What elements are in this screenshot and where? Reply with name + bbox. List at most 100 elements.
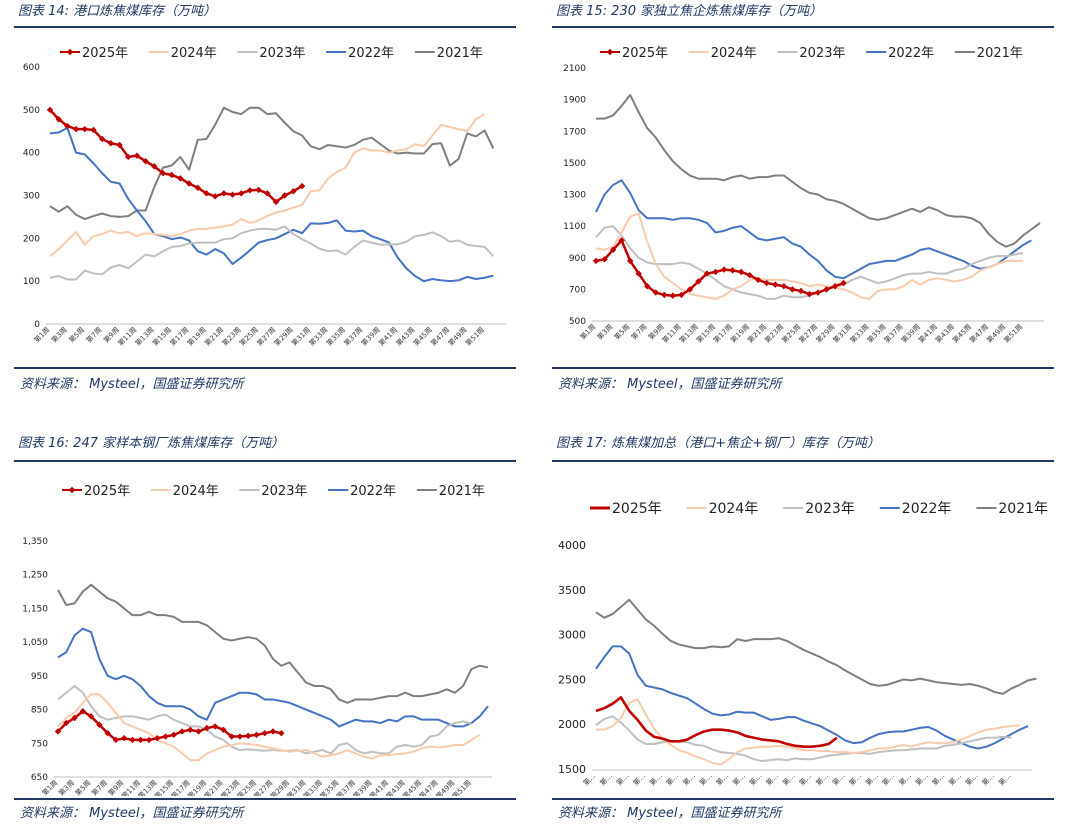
x-tick-label: 第7周 (629, 322, 648, 341)
series-line-2021 (595, 598, 1037, 695)
data-point-2025 (195, 728, 202, 735)
x-tick-label: 第5周 (612, 322, 631, 341)
data-point-2025 (831, 283, 839, 290)
y-tick-label: 3500 (558, 584, 586, 597)
data-point-2025 (840, 279, 847, 287)
data-point-2025 (712, 268, 719, 276)
legend-item-2021: 2021年 (414, 46, 483, 61)
data-point-2025 (281, 192, 288, 199)
data-point-2025 (261, 729, 268, 737)
data-point-2025 (272, 198, 280, 206)
y-tick-label: 4000 (558, 539, 586, 552)
data-point-2025 (81, 125, 88, 133)
legend-item-2022: 2022年 (866, 46, 934, 61)
x-tick-label: 第7周 (90, 778, 109, 796)
data-point-2025 (228, 733, 235, 740)
data-point-2025 (246, 187, 254, 194)
legend-item-2025: 2025年 (62, 484, 130, 499)
series-line-2022 (595, 179, 1032, 280)
y-tick-label: 1500 (563, 159, 586, 169)
legend-label: 2022年 (350, 484, 396, 499)
x-tick-label: 第… (664, 771, 680, 787)
data-point-2025 (772, 281, 779, 288)
y-tick-label: 600 (23, 63, 40, 73)
data-point-2025 (255, 186, 262, 194)
data-point-2025 (211, 193, 219, 200)
x-tick-label: 第… (697, 771, 713, 787)
x-tick-label: 第… (598, 771, 614, 787)
data-point-2025 (686, 286, 694, 293)
source-rule (552, 798, 1054, 800)
legend-label: 2022年 (888, 46, 934, 61)
y-tick-label: 1900 (563, 96, 586, 106)
series-line-2023 (595, 225, 1024, 300)
data-point-2025 (112, 736, 120, 744)
y-tick-label: 700 (569, 285, 586, 295)
data-point-2025 (220, 726, 227, 733)
x-tick-label: 第51周 (463, 325, 486, 348)
legend-label: 2023年 (805, 501, 855, 517)
chart-panel-total: 图表 17: 炼焦煤加总（港口+焦企+钢厂）库存（万吨） 1500 2000 250… (552, 432, 1058, 826)
series-line-2021 (596, 93, 1041, 248)
legend-item-2022: 2022年 (328, 484, 396, 499)
data-point-2025 (669, 292, 677, 299)
chart-source: 资料来源： Mysteel，国盛证券研究所 (20, 806, 244, 821)
x-tick-label: 第5周 (73, 778, 92, 796)
legend-label: 2022年 (902, 501, 952, 517)
series-line-2025 (57, 710, 282, 742)
x-tick-label: 第… (681, 771, 697, 787)
x-tick-label: 第… (830, 771, 846, 787)
data-point-2025 (220, 190, 228, 197)
legend-label: 2024年 (171, 46, 217, 61)
data-point-2025 (79, 708, 87, 715)
chart-steel-mill-coking-coal-inventory: 6507508509501,0501,1501,2501,350第1周第3周第5… (22, 484, 492, 796)
y-tick-label: 1500 (558, 763, 586, 776)
data-point-2025 (72, 125, 80, 133)
legend-item-2022: 2022年 (326, 46, 394, 61)
data-point-2025 (737, 268, 745, 276)
data-point-2025 (71, 714, 78, 722)
legend-item-2023: 2023年 (783, 501, 855, 517)
x-tick-label: 第… (781, 771, 797, 787)
legend-label: 2021年 (977, 46, 1023, 61)
x-tick-label: 第… (847, 771, 863, 787)
data-point-2025 (177, 175, 184, 182)
y-tick-label: 300 (23, 192, 40, 202)
y-tick-label: 1,350 (22, 537, 48, 547)
data-point-2025 (797, 287, 805, 295)
x-tick-label: 第… (614, 771, 630, 787)
series-line-2023 (49, 225, 495, 281)
legend-item-2025: 2025年 (600, 46, 668, 61)
x-tick-label: 第… (947, 771, 963, 787)
data-point-2025 (185, 180, 193, 187)
x-tick-label: 第… (880, 771, 896, 787)
y-tick-label: 0 (34, 320, 40, 330)
data-point-2025 (244, 732, 252, 740)
y-tick-label: 650 (31, 773, 48, 783)
legend-label: 2024年 (173, 484, 219, 499)
series-line-2025 (595, 239, 845, 297)
x-tick-label: 第… (864, 771, 880, 787)
legend-label: 2025年 (84, 484, 130, 499)
x-tick-label: 第… (747, 771, 763, 787)
series-line-2023 (57, 684, 472, 755)
data-point-2025 (63, 719, 70, 727)
legend-label: 2021年 (437, 46, 483, 61)
data-point-2025 (120, 735, 128, 742)
legend-label: 2024年 (709, 501, 759, 517)
chart-title: 图表 14: 港口炼焦煤库存（万吨） (18, 4, 217, 19)
legend-label: 2025年 (622, 46, 668, 61)
data-point-2025 (238, 190, 245, 197)
y-tick-label: 900 (569, 254, 586, 264)
source-rule (14, 798, 516, 800)
x-tick-label: 第… (897, 771, 913, 787)
data-point-2025 (151, 163, 158, 170)
chart-source: 资料来源： Mysteel，国盛证券研究所 (20, 377, 244, 392)
data-point-2025 (814, 289, 822, 296)
title-rule (14, 460, 516, 462)
data-point-2025 (229, 191, 236, 198)
data-point-2025 (236, 733, 244, 740)
data-point-2025 (290, 188, 297, 195)
y-tick-label: 950 (31, 672, 48, 682)
legend-item-2021: 2021年 (416, 484, 485, 499)
